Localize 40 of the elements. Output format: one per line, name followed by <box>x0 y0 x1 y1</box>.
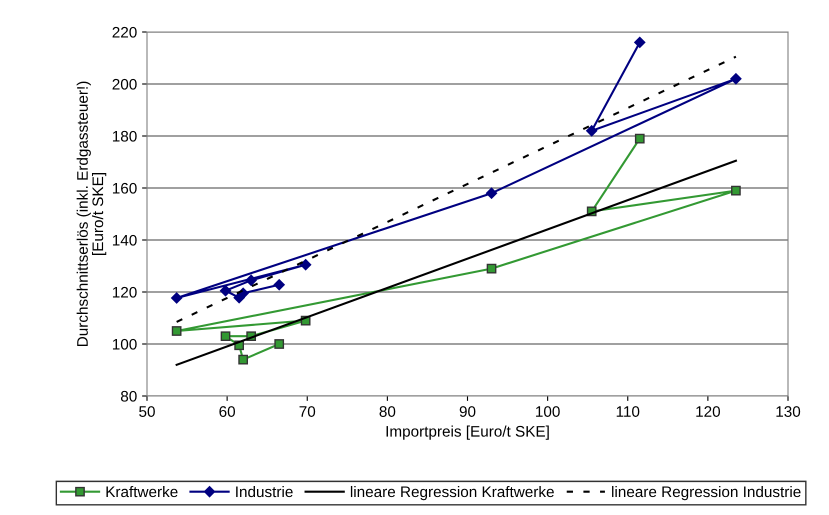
point <box>731 186 741 196</box>
point <box>634 134 645 144</box>
point <box>246 274 257 286</box>
point <box>234 292 245 304</box>
point <box>172 326 182 336</box>
point <box>634 36 646 48</box>
point <box>486 188 498 199</box>
x-tick-label: 130 <box>776 406 800 417</box>
y-axis-title: Durchschnittserlös (inkl. Erdgassteuer!) [Euro/t SKE] <box>76 82 106 346</box>
legend-label: Kraftwerke <box>106 486 178 498</box>
x-tick-label: 60 <box>219 406 236 417</box>
y-tick-label: 140 <box>112 234 137 246</box>
point <box>220 331 230 342</box>
x-tick-label: 120 <box>696 406 720 417</box>
x-tick-label: 90 <box>460 406 476 417</box>
y-tick-label: 100 <box>112 338 137 350</box>
y-tick-label: 160 <box>112 182 137 194</box>
x-tick-label: 80 <box>380 406 396 417</box>
point <box>274 339 284 349</box>
point <box>586 125 598 136</box>
point <box>730 73 742 84</box>
x-tick-label: 70 <box>300 406 316 417</box>
y-tick-label: 80 <box>120 390 137 402</box>
point <box>274 279 285 290</box>
legend-label: Industrie <box>236 486 293 498</box>
y-tick-label: 120 <box>112 286 137 298</box>
x-axis-title: Importpreis [Euro/t SKE] <box>386 426 549 440</box>
point <box>486 264 496 274</box>
x-tick-label: 110 <box>616 406 640 417</box>
point <box>238 354 248 364</box>
point <box>300 259 312 270</box>
y-tick-label: 200 <box>112 78 137 90</box>
point <box>171 292 182 304</box>
y-tick-label: 180 <box>112 130 137 142</box>
y-tick-label: 220 <box>112 26 137 38</box>
legend-label: lineare Regression Industrie <box>612 486 801 500</box>
x-tick-label: 50 <box>139 406 155 417</box>
legend-label: lineare Regression Kraftwerke <box>350 486 554 500</box>
x-tick-label: 100 <box>536 406 560 417</box>
point <box>220 285 232 296</box>
